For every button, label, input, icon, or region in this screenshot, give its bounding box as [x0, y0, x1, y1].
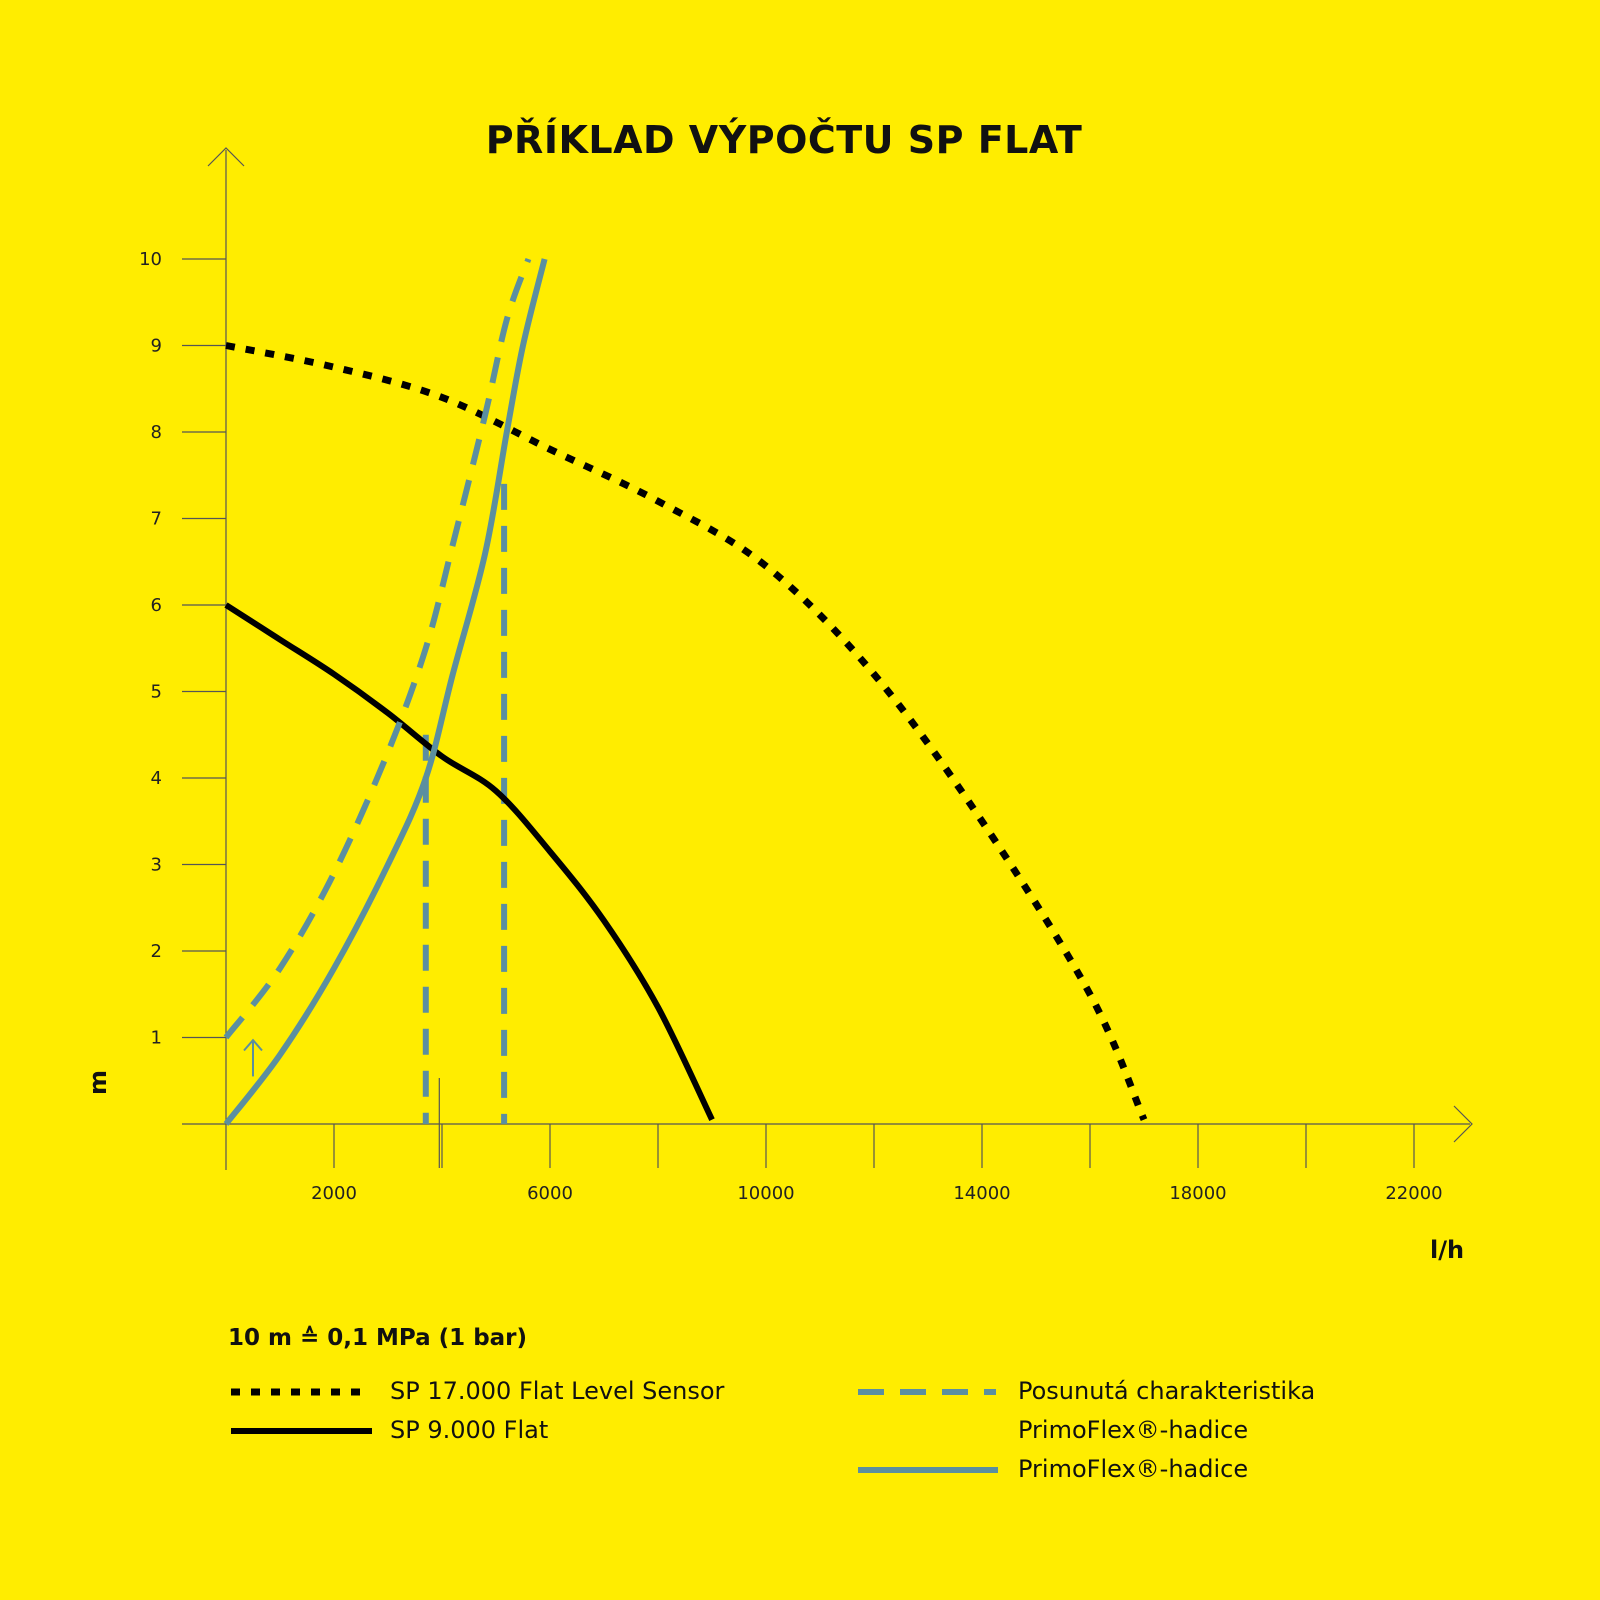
- y-tick-label: 8: [151, 422, 162, 443]
- x-axis-arrow: [1453, 1105, 1473, 1143]
- legend-label-sp9000: SP 9.000 Flat: [390, 1416, 549, 1444]
- x-tick-label: 14000: [953, 1183, 1010, 1204]
- y-axis-label: m: [84, 1069, 112, 1095]
- series-sp9000-line: [224, 602, 715, 1121]
- x-tick-label: 6000: [527, 1183, 573, 1204]
- series-sp17000-line: [225, 342, 1148, 1122]
- y-axis-arrow: [207, 147, 245, 167]
- y-tick-label: 2: [151, 941, 162, 962]
- y-tick-label: 7: [151, 509, 162, 530]
- y-tick-label: 3: [151, 855, 162, 876]
- x-tick-label: 22000: [1385, 1183, 1442, 1204]
- legend-label-shifted-curve-cont: PrimoFlex®-hadice: [1018, 1416, 1249, 1444]
- y-tick-label: 1: [151, 1028, 162, 1049]
- y-tick-label: 5: [151, 682, 162, 703]
- chart-title: PŘÍKLAD VÝPOČTU SP FLAT: [485, 118, 1083, 162]
- x-tick-label: 10000: [737, 1183, 794, 1204]
- legend-label-shifted-curve: Posunutá charakteristika: [1018, 1377, 1316, 1405]
- shift-arrow-head-icon: [243, 1038, 263, 1052]
- y-tick-label: 10: [139, 249, 162, 270]
- y-tick-label: 6: [151, 595, 162, 616]
- unit-note: 10 m ≙ 0,1 MPa (1 bar): [228, 1325, 528, 1351]
- y-tick-label: 4: [151, 768, 162, 789]
- x-tick-label: 2000: [311, 1183, 357, 1204]
- legend-label-sp17000: SP 17.000 Flat Level Sensor: [390, 1377, 725, 1405]
- series-shifted-primoflex-line: [223, 257, 532, 1040]
- y-tick-label: 9: [151, 336, 162, 357]
- series-primoflex-line: [223, 258, 548, 1126]
- legend-label-primoflex: PrimoFlex®-hadice: [1018, 1455, 1249, 1483]
- x-tick-label: 18000: [1169, 1183, 1226, 1204]
- x-axis-label: l/h: [1430, 1236, 1465, 1264]
